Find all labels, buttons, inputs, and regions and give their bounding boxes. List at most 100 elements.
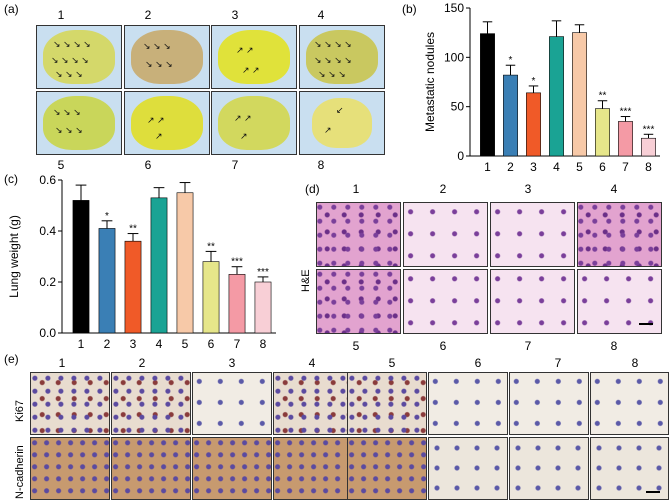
he-number: 7: [524, 339, 532, 353]
lung-photo-2: ↘ ↘ ↘ ↘ ↘ ↘: [124, 25, 210, 89]
ki67-image-7: [509, 372, 589, 435]
bar: [641, 137, 656, 157]
photo-number: 3: [231, 8, 239, 22]
he-number: 2: [439, 182, 447, 196]
y-tick-label: 0.0: [39, 326, 56, 340]
x-tick-label: 5: [182, 337, 189, 351]
y-tick-label: 150: [444, 1, 464, 15]
he-number: 8: [610, 339, 618, 353]
chart-metastatic-nodules: 0 50 100 150 Metastatic nodules 1 * 2 * 3 4 5 ** 6 ***…: [423, 1, 660, 174]
ki67-image-4: [273, 372, 353, 435]
ihc-number: 6: [474, 356, 482, 370]
scale-bar: [639, 323, 653, 325]
significance-label: **: [599, 91, 607, 102]
bar: [549, 36, 564, 157]
x-tick-label: 8: [645, 160, 652, 174]
ihc-number: 1: [58, 356, 66, 370]
photo-number: 1: [57, 8, 65, 22]
x-tick-label: 2: [104, 337, 111, 351]
ncadherin-image-3: [192, 437, 272, 500]
scale-bar: [646, 491, 660, 493]
lung-photo-4: ↘ ↘ ↘ ↘ ↘ ↘ ↘ ↘ ↘ ↘ ↘: [299, 25, 385, 89]
x-tick-label: 4: [553, 160, 560, 174]
he-image-3: [490, 202, 575, 267]
he-image-5: [316, 269, 401, 334]
bar: [595, 108, 610, 157]
panel-c-label: (c): [4, 172, 18, 186]
bar: [572, 32, 587, 157]
bar: [480, 33, 495, 157]
significance-label: *: [532, 76, 536, 87]
he-image-4: [577, 202, 662, 267]
he-image-8: [577, 269, 662, 334]
he-number: 5: [352, 339, 360, 353]
panel-d-label: (d): [305, 182, 320, 196]
bar: [503, 74, 518, 157]
bar: [98, 228, 116, 334]
significance-label: *: [105, 211, 109, 222]
bar: [526, 92, 541, 157]
panel-b-label: (b): [402, 2, 417, 16]
x-tick-label: 1: [78, 337, 85, 351]
he-number: 3: [524, 182, 532, 196]
y-tick-label: 0: [457, 149, 464, 163]
ihc-number: 2: [138, 356, 146, 370]
panel-e-label: (e): [4, 352, 19, 366]
y-axis-label: Lung weight (g): [7, 215, 21, 298]
photo-number: 7: [231, 158, 239, 172]
panel-a-label: (a): [4, 2, 19, 16]
chart-lung-weight: 0.0 0.2 0.4 0.6 Lung weight (g) 1 * 2 ** 3 4 5 ** 6 **…: [7, 173, 276, 351]
ihc-number: 5: [388, 356, 396, 370]
lung-photo-3: ↗ ↗ ↗ ↗: [211, 25, 297, 89]
significance-label: ***: [620, 107, 632, 118]
x-tick-label: 3: [130, 337, 137, 351]
bar: [228, 274, 246, 334]
x-tick-label: 2: [507, 160, 514, 174]
he-image-7: [490, 269, 575, 334]
ncadherin-image-7: [509, 437, 589, 500]
bar: [618, 121, 633, 157]
ncadherin-image-1: [30, 437, 110, 500]
he-row-label: H&E: [300, 269, 312, 292]
significance-label: ***: [257, 267, 269, 278]
photo-number: 6: [144, 158, 152, 172]
bar: [176, 192, 194, 334]
x-tick-label: 6: [599, 160, 606, 174]
bar: [124, 240, 142, 334]
bar: [254, 281, 272, 334]
ki67-image-2: [111, 372, 191, 435]
ihc-row-label-ki67: Ki67: [14, 399, 26, 422]
lung-photo-7: ↗ ↗ ↗: [211, 91, 297, 155]
bar: [72, 200, 90, 334]
lung-photo-8: ↙ ↗: [299, 91, 385, 155]
lung-photo-1: ↘ ↘ ↘ ↘ ↘ ↘ ↘ ↘ ↘ ↘ ↘: [36, 25, 122, 89]
lung-photo-6: ↗ ↗ ↗: [124, 91, 210, 155]
he-image-1: [316, 202, 401, 267]
ihc-number: 8: [631, 356, 639, 370]
photo-number: 5: [57, 158, 65, 172]
ihc-number: 3: [228, 356, 236, 370]
x-tick-label: 3: [530, 160, 537, 174]
x-tick-label: 8: [260, 337, 267, 351]
significance-label: ***: [231, 257, 243, 268]
ncadherin-image-5: [347, 437, 427, 500]
photo-number: 2: [144, 8, 152, 22]
photo-number: 4: [317, 8, 325, 22]
bar: [202, 261, 220, 334]
x-tick-label: 7: [622, 160, 629, 174]
significance-label: **: [129, 224, 137, 235]
ki67-image-1: [30, 372, 110, 435]
y-tick-label: 0.4: [39, 224, 56, 238]
bar: [150, 197, 168, 334]
ki67-image-5: [347, 372, 427, 435]
photo-number: 8: [317, 158, 325, 172]
y-tick-label: 0.2: [39, 275, 56, 289]
he-image-6: [403, 269, 488, 334]
lung-photo-5: ↘ ↘ ↘ ↘ ↘ ↘: [36, 91, 122, 155]
ihc-number: 7: [554, 356, 562, 370]
ki67-image-8: [590, 372, 669, 435]
y-tick-label: 0.6: [39, 173, 56, 187]
x-tick-label: 5: [576, 160, 583, 174]
ncadherin-image-4: [273, 437, 353, 500]
he-number: 1: [352, 182, 360, 196]
